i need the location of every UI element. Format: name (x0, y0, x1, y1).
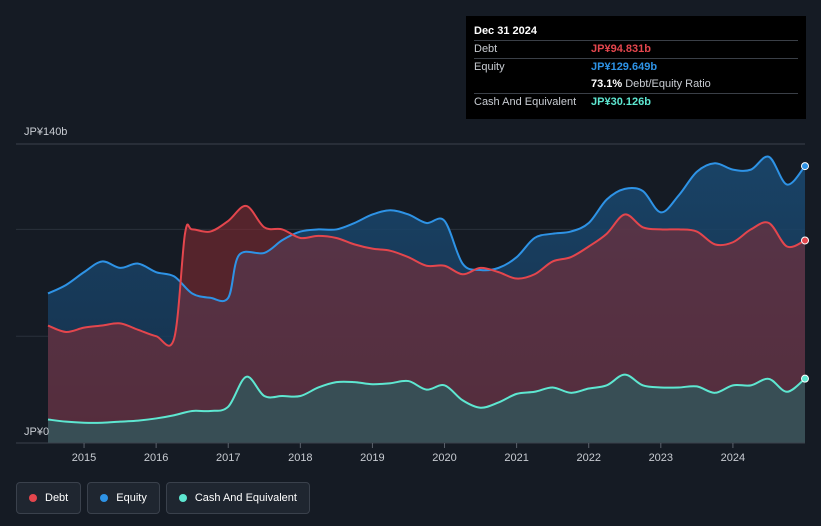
equity-end-marker (801, 162, 809, 171)
tooltip-row-debt: Debt JP¥94.831b (474, 40, 798, 58)
series-areas (48, 156, 805, 443)
debt-line (47, 204, 806, 347)
legend-item-debt[interactable]: Debt (16, 482, 82, 514)
tooltip-debt-value: JP¥94.831b (591, 43, 651, 55)
equity-line (47, 155, 806, 303)
tooltip-cash-label: Cash And Equivalent (474, 96, 577, 108)
x-tick-label: 2020 (432, 452, 456, 464)
x-tick-label: 2023 (649, 452, 673, 464)
x-tick-label: 2022 (576, 452, 600, 464)
tooltip-row-ratio: 73.1% Debt/Equity Ratio (474, 76, 798, 93)
x-tick-label: 2021 (504, 452, 528, 464)
tooltip-cash-value: JP¥30.126b (591, 96, 651, 108)
y-tick-label: JP¥0 (24, 426, 49, 438)
debt-dot-icon (29, 494, 37, 502)
legend-label-debt: Debt (45, 492, 69, 504)
series-lines (47, 155, 806, 424)
y-tick-label: JP¥140b (24, 126, 67, 138)
tooltip-ratio-value: 73.1% (591, 78, 623, 90)
x-tick-label: 2015 (72, 452, 96, 464)
x-tick-label: 2016 (144, 452, 168, 464)
x-tick-label: 2024 (721, 452, 745, 464)
legend-label-equity: Equity (116, 492, 147, 504)
x-tick-label: 2019 (360, 452, 384, 464)
tooltip-row-equity: Equity JP¥129.649b (474, 58, 798, 76)
cash-dot-icon (178, 494, 187, 502)
axes: 2015 2016 2017 2018 2019 2020 2021 2022 2023 2024… (16, 126, 805, 464)
x-tick-label: 2018 (288, 452, 312, 464)
tooltip-equity-label: Equity (474, 61, 505, 73)
cash-end-marker (801, 374, 809, 383)
tooltip-row-cash: Cash And Equivalent JP¥30.126b (474, 93, 798, 111)
tooltip-ratio-label: Debt/Equity Ratio (625, 78, 711, 90)
end-markers (801, 162, 809, 383)
debt-end-marker (801, 236, 809, 245)
tooltip-date: Dec 31 2024 (474, 25, 537, 37)
equity-dot-icon (100, 494, 109, 502)
legend: Debt Equity Cash And Equivalent (16, 482, 310, 514)
cash-line (47, 373, 806, 424)
legend-label-cash: Cash And Equivalent (194, 492, 297, 504)
tooltip-debt-label: Debt (474, 43, 498, 55)
legend-item-cash[interactable]: Cash And Equivalent (165, 482, 310, 514)
legend-item-equity[interactable]: Equity (87, 482, 160, 514)
tooltip: Dec 31 2024 Debt JP¥94.831b Equity JP¥12… (466, 16, 806, 119)
x-tick-label: 2017 (216, 452, 240, 464)
tooltip-equity-value: JP¥129.649b (591, 61, 658, 73)
